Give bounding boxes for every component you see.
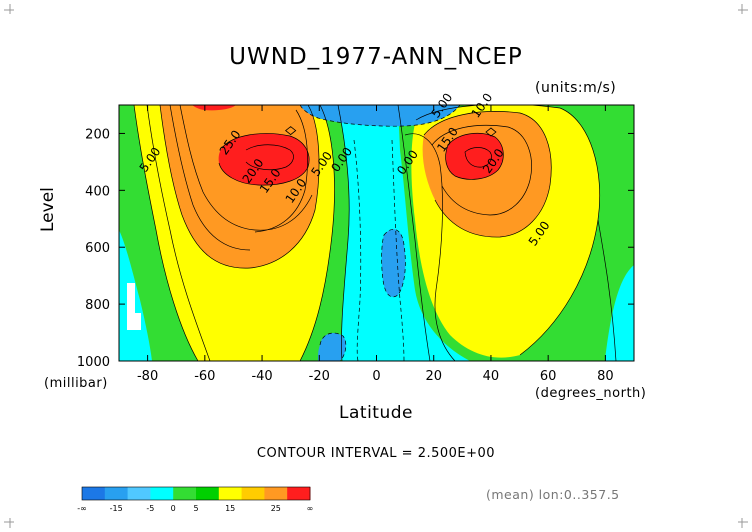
colorbar-swatch [82,487,106,500]
x-tick-label: -80 [137,369,158,384]
colorbar-swatch [104,487,129,500]
units-note: (units:m/s) [535,80,617,96]
y-tick-label: 1000 [77,355,110,370]
colorbar-swatch [218,487,243,500]
colorbar-label: ∞ [307,504,314,513]
jet-max-marker [485,127,497,137]
x-tick-label: 80 [597,369,614,384]
colorbar-label: 25 [271,504,281,513]
x-tick-label: -60 [194,369,215,384]
x-tick-label: -40 [251,369,272,384]
colorbar-swatch [264,487,288,500]
contour-interval-text: CONTOUR INTERVAL = 2.500E+00 [256,446,496,461]
x-axis-units: (degrees_north) [535,386,647,401]
contour-fill [119,105,634,361]
corner-marks [4,4,748,528]
x-tick-label: 40 [483,369,500,384]
y-tick-label: 600 [85,241,110,256]
colorbar-swatch [173,487,197,500]
x-tick-label: 0 [372,369,380,384]
negative-contours [299,105,461,361]
footnote: (mean) lon:0..357.5 [486,487,620,502]
y-tick-label: 200 [85,127,110,142]
colorbar-swatch [150,487,174,500]
colorbar-label: 15 [225,504,235,513]
y-tick-label: 800 [85,298,110,313]
y-tick-label: 400 [85,184,110,199]
colorbar-swatch [127,487,151,500]
colorbar-swatch [287,487,311,500]
y-axis-units: (millibar) [44,376,108,391]
colorbar-label: 0 [171,504,176,513]
x-tick-label: 20 [425,369,442,384]
axes: -80 -60 -40 -20 0 20 40 60 80 200 400 600 800 1000 [77,105,634,384]
colorbar-label: -15 [110,504,123,513]
colorbar-label: -5 [146,504,154,513]
colorbar: -∞ -15 -5 0 5 15 25 ∞ [77,486,314,513]
x-axis-label: Latitude [339,403,413,423]
x-tick-label: -20 [309,369,330,384]
colorbar-label: 5 [193,504,198,513]
x-tick-label: 60 [540,369,557,384]
jet-max-marker [285,126,297,136]
colorbar-frame [81,486,311,501]
contour-lines [133,105,617,361]
colorbar-label: -∞ [77,504,87,513]
chart-title: UWND_1977-ANN_NCEP [229,44,523,70]
colorbar-swatch [196,487,220,500]
colorbar-swatch [241,487,265,500]
